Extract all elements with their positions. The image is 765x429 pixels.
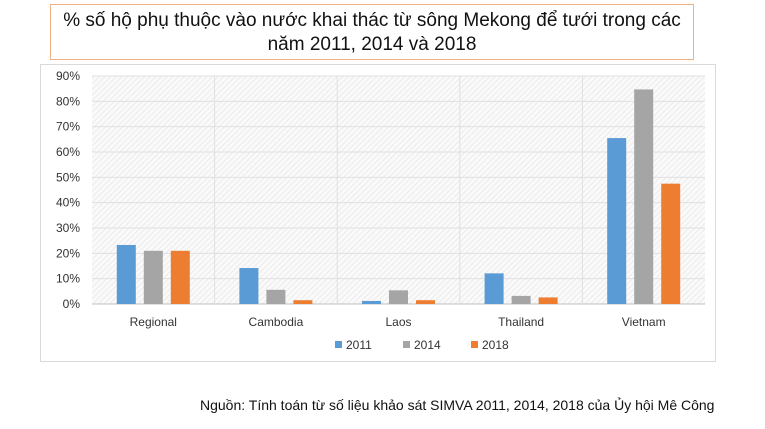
bar-thailand-2014 xyxy=(511,295,531,304)
bar-regional-2011 xyxy=(116,244,136,304)
x-tick-label: Thailand xyxy=(498,315,544,329)
legend-swatch-2011 xyxy=(335,341,342,348)
bar-thailand-2011 xyxy=(484,273,504,304)
legend-label: 2014 xyxy=(414,338,441,352)
y-tick-label: 20% xyxy=(56,246,80,260)
bar-cambodia-2014 xyxy=(266,289,286,304)
chart-frame xyxy=(40,64,716,362)
bar-regional-2014 xyxy=(143,250,163,304)
y-tick-label: 0% xyxy=(63,297,81,311)
x-tick-label: Laos xyxy=(385,315,411,329)
bar-cambodia-2018 xyxy=(293,300,313,304)
y-tick-label: 90% xyxy=(56,69,80,83)
bar-vietnam-2011 xyxy=(607,138,627,304)
bar-vietnam-2014 xyxy=(634,89,654,304)
legend-label: 2018 xyxy=(482,338,509,352)
y-tick-label: 70% xyxy=(56,120,80,134)
title-line-2: năm 2011, 2014 và 2018 xyxy=(267,34,477,55)
source-note: Nguồn: Tính toán từ số liệu khảo sát SIM… xyxy=(200,397,715,413)
x-tick-label: Vietnam xyxy=(622,315,666,329)
bar-laos-2018 xyxy=(416,300,435,304)
bar-regional-2018 xyxy=(170,250,190,304)
y-tick-label: 40% xyxy=(56,196,80,210)
bar-vietnam-2018 xyxy=(661,183,681,304)
bar-laos-2011 xyxy=(362,300,381,304)
chart-title: % số hộ phụ thuộc vào nước khai thác từ … xyxy=(50,4,694,60)
x-tick-label: Regional xyxy=(130,315,177,329)
x-tick-label: Cambodia xyxy=(249,315,304,329)
y-tick-label: 30% xyxy=(56,221,80,235)
y-tick-label: 80% xyxy=(56,94,80,108)
legend-swatch-2014 xyxy=(403,341,410,348)
y-tick-label: 50% xyxy=(56,170,80,184)
plot-area xyxy=(92,76,705,304)
legend-label: 2011 xyxy=(346,338,372,352)
bar-cambodia-2011 xyxy=(239,268,259,304)
y-tick-label: 10% xyxy=(56,272,80,286)
legend-swatch-2018 xyxy=(471,341,478,348)
bar-laos-2014 xyxy=(389,290,408,304)
bar-thailand-2018 xyxy=(538,297,558,304)
title-line-1: % số hộ phụ thuộc vào nước khai thác từ … xyxy=(63,10,681,31)
y-tick-label: 60% xyxy=(56,145,80,159)
